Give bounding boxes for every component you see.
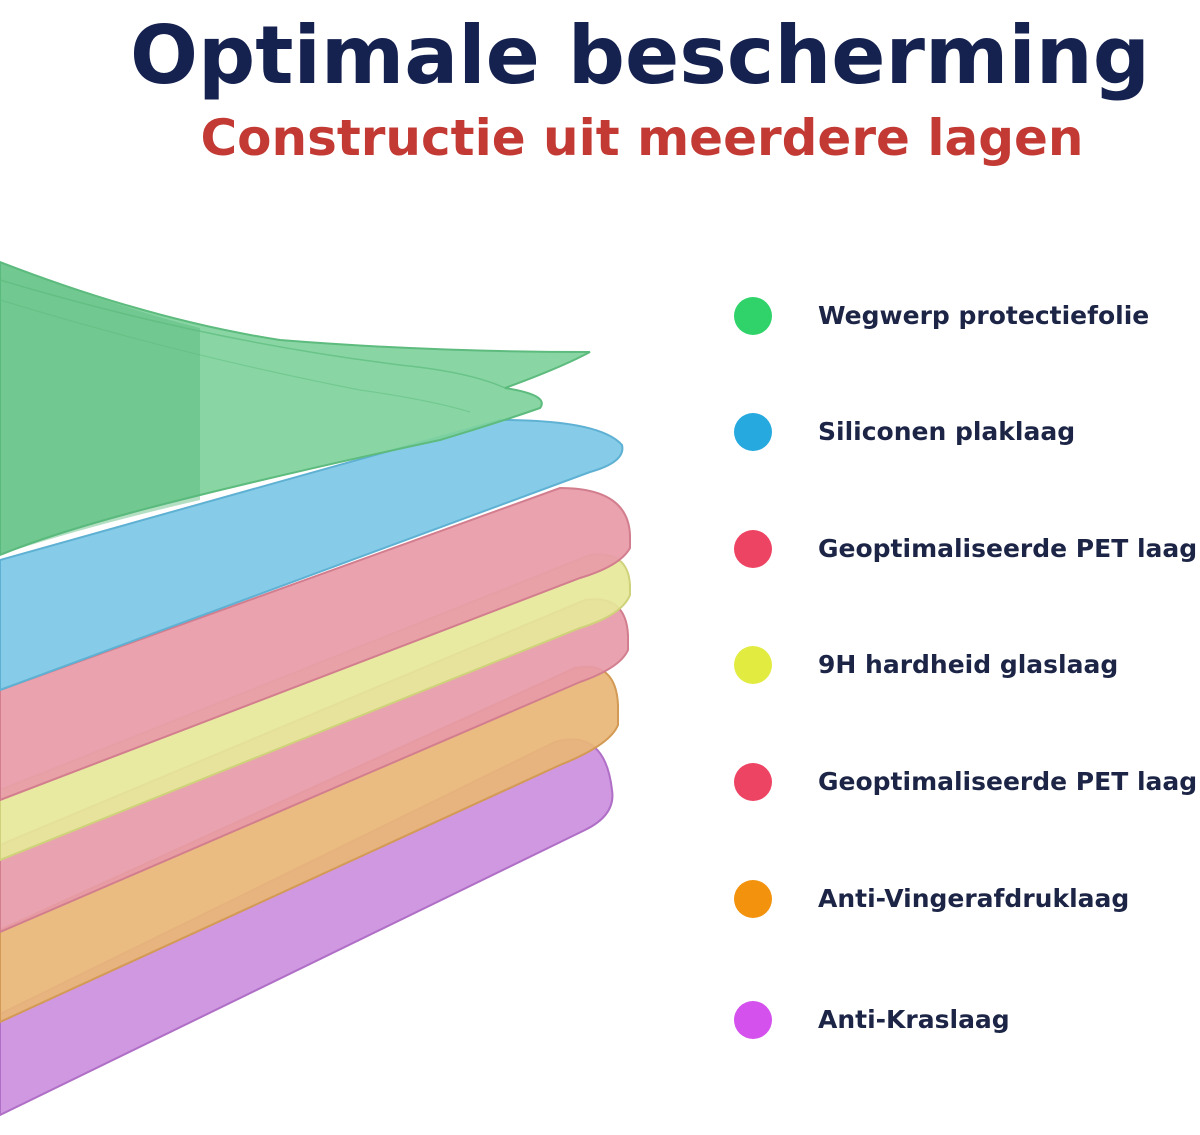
legend-label: Siliconen plaklaag	[818, 417, 1076, 446]
sheet-protective-film-shade	[0, 262, 200, 555]
blue-dot-icon	[734, 413, 772, 451]
legend-label: Anti-Kraslaag	[818, 1005, 1010, 1034]
legend-label: Anti-Vingerafdruklaag	[818, 884, 1130, 913]
legend-item-siliconen-plaklaag: Siliconen plaklaag	[734, 410, 1200, 454]
page-subtitle: Constructie uit meerdere lagen	[200, 109, 1084, 167]
layer-stack-illustration	[0, 260, 631, 1117]
sheet-silicone	[0, 418, 624, 692]
yellow-dot-icon	[734, 646, 772, 684]
legend-item-anti-kraslaag: Anti-Kraslaag	[734, 998, 1200, 1042]
legend-label: Geoptimaliseerde PET laag	[818, 767, 1198, 796]
legend-item-9h-hardheid-glaslaag: 9H hardheid glaslaag	[734, 643, 1200, 687]
sheet-protective-film-crease	[0, 279, 506, 389]
orange-dot-icon	[734, 880, 772, 918]
legend-label: Wegwerp protectiefolie	[818, 301, 1150, 330]
sheet-protective-film-crease-2	[0, 299, 471, 413]
page-title: Optimale bescherming	[129, 9, 1151, 102]
legend-item-wegwerp-protectiefolie: Wegwerp protectiefolie	[734, 294, 1200, 338]
legend-label: Geoptimaliseerde PET laag	[818, 534, 1198, 563]
green-dot-icon	[734, 297, 772, 335]
red-dot-icon	[734, 763, 772, 801]
legend-item-pet-laag-upper: Geoptimaliseerde PET laag	[734, 527, 1200, 571]
layer-legend: Wegwerp protectiefolie Siliconen plaklaa…	[734, 0, 1200, 1135]
sheet-protective-film	[0, 260, 591, 557]
sheet-pet-upper	[0, 486, 631, 802]
legend-item-anti-vingerafdruklaag: Anti-Vingerafdruklaag	[734, 877, 1200, 921]
legend-item-pet-laag-lower: Geoptimaliseerde PET laag	[734, 760, 1200, 804]
red-dot-icon	[734, 530, 772, 568]
purple-dot-icon	[734, 1001, 772, 1039]
legend-label: 9H hardheid glaslaag	[818, 650, 1119, 679]
